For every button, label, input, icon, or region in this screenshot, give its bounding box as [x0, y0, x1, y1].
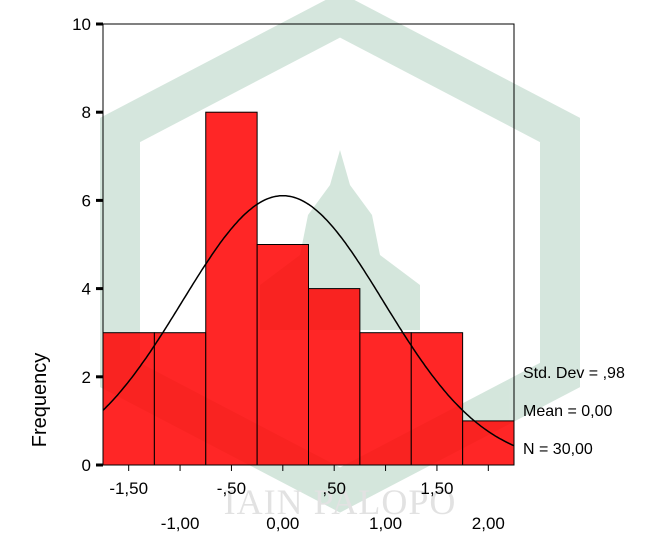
y-tick-label-2: 2 [82, 368, 91, 387]
histogram-bar-4 [256, 244, 309, 466]
y-tick-label-0: 0 [82, 456, 91, 475]
x-tick-label--,50: -,50 [217, 479, 246, 498]
histogram-bar-7 [410, 332, 464, 466]
watermark-logo: IAIN PALOPO [100, 0, 580, 522]
y-axis-label: Frequency [29, 353, 51, 448]
histogram-bar-1 [102, 332, 155, 466]
plot-area: 0 2 4 6 8 10 -1,50 -,50 ,50 1,50 -1,00 0,00 1,00 2,00 [72, 15, 515, 533]
histogram-bar-2 [153, 332, 207, 466]
y-tick-label-4: 4 [82, 280, 91, 299]
n-label: N = 30,00 [523, 441, 593, 458]
normal-curve [102, 194, 515, 447]
x-tick-label-1,00: 1,00 [369, 514, 402, 533]
y-tick-label-10: 10 [72, 15, 91, 34]
y-tick-label-8: 8 [82, 103, 91, 122]
y-tick-label-6: 6 [82, 191, 91, 210]
x-tick-label-1,50: 1,50 [420, 479, 453, 498]
x-tick-label--1,00: -1,00 [161, 514, 200, 533]
x-tick-label-2,00: 2,00 [472, 514, 505, 533]
mean-label: Mean = 0,00 [523, 403, 613, 420]
watermark-hexagon [100, 0, 580, 513]
std-dev-label: Std. Dev = ,98 [523, 365, 625, 382]
x-tick-label--1,50: -1,50 [109, 479, 148, 498]
histogram-bar-3 [205, 111, 258, 466]
x-tick-label-,50: ,50 [322, 479, 346, 498]
x-tick-label-0,00: 0,00 [266, 514, 299, 533]
stats-box: Std. Dev = ,98 Mean = 0,00 N = 30,00 [523, 365, 625, 458]
watermark-text: IAIN PALOPO [224, 482, 457, 522]
histogram-bar-8 [462, 420, 515, 466]
histogram-bar-5 [308, 288, 361, 466]
histogram-bar-6 [359, 332, 412, 466]
